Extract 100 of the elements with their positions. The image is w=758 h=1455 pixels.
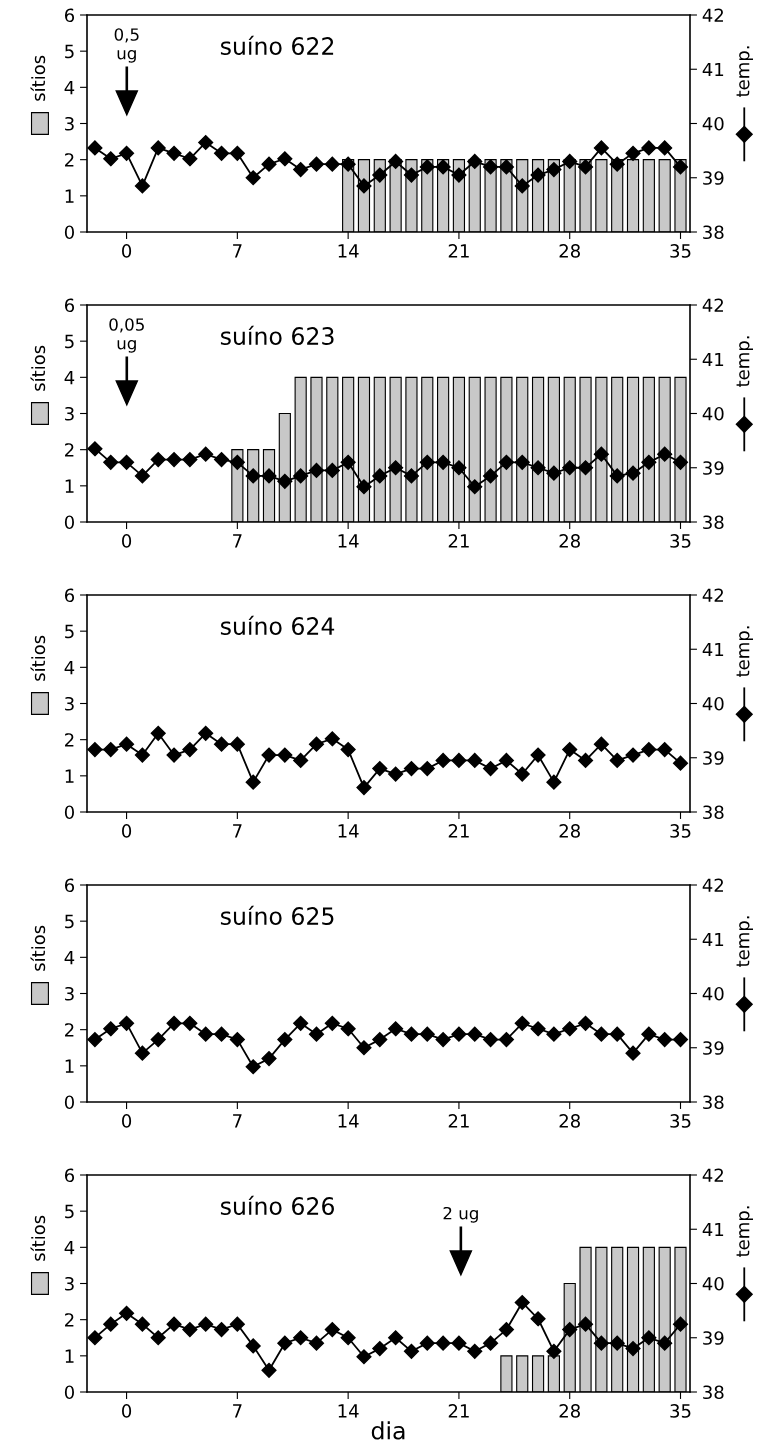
x-tick-label: 0 bbox=[122, 824, 132, 838]
point bbox=[372, 1341, 388, 1357]
point bbox=[577, 1015, 594, 1031]
y2-axis-title: temp. bbox=[736, 1206, 754, 1257]
point bbox=[593, 1335, 609, 1351]
point bbox=[562, 153, 578, 170]
point bbox=[483, 1335, 499, 1351]
point bbox=[562, 742, 578, 758]
y-tick-label: 3 bbox=[65, 406, 74, 421]
point bbox=[166, 452, 182, 468]
point bbox=[514, 454, 530, 470]
point bbox=[277, 151, 293, 167]
x-tick-label: 0 bbox=[122, 244, 132, 258]
y-axis-title: sítios bbox=[30, 55, 46, 101]
point bbox=[672, 1032, 689, 1048]
y-tick-label: 3 bbox=[65, 986, 74, 1001]
y-tick-label: 0 bbox=[64, 515, 74, 530]
point bbox=[87, 1330, 103, 1346]
y-tick-label: 6 bbox=[64, 1168, 75, 1183]
point bbox=[103, 742, 119, 758]
point bbox=[483, 468, 499, 484]
point bbox=[435, 159, 451, 175]
point bbox=[166, 1015, 182, 1031]
x-tick-label: 0 bbox=[122, 534, 132, 548]
point bbox=[324, 156, 340, 172]
point bbox=[245, 774, 261, 790]
point bbox=[134, 1045, 150, 1061]
y-tick-label: 4 bbox=[64, 371, 75, 385]
point bbox=[657, 140, 673, 156]
y2-tick-label: 42 bbox=[702, 1168, 723, 1182]
point bbox=[277, 473, 293, 489]
x-axis-title: dia bbox=[371, 1421, 405, 1440]
point bbox=[419, 1026, 435, 1042]
y2-tick-label: 42 bbox=[702, 588, 723, 602]
point bbox=[87, 140, 103, 156]
x-tick-label: 14 bbox=[338, 824, 359, 838]
point bbox=[324, 731, 340, 747]
y-tick-label: 6 bbox=[64, 588, 75, 603]
point bbox=[356, 1349, 372, 1365]
point bbox=[198, 1316, 214, 1332]
x-tick-label: 7 bbox=[233, 824, 242, 838]
point bbox=[483, 159, 499, 175]
y2-tick-label: 38 bbox=[703, 225, 724, 240]
y2-tick-label: 40 bbox=[702, 986, 724, 1001]
point bbox=[356, 780, 372, 796]
point bbox=[388, 460, 404, 476]
point bbox=[150, 1032, 166, 1048]
y-tick-label: 3 bbox=[65, 1276, 74, 1291]
point bbox=[467, 752, 483, 769]
point bbox=[546, 1026, 562, 1042]
point bbox=[356, 178, 372, 194]
y-tick-label: 6 bbox=[64, 298, 75, 313]
point bbox=[198, 446, 214, 462]
point bbox=[150, 140, 166, 156]
y-tick-label: 1 bbox=[65, 769, 74, 783]
point bbox=[150, 725, 166, 741]
y-tick-label: 4 bbox=[64, 81, 75, 95]
point bbox=[150, 1330, 166, 1346]
point bbox=[118, 454, 135, 470]
point bbox=[182, 1322, 198, 1338]
y-tick-label: 1 bbox=[65, 479, 74, 493]
point bbox=[625, 1045, 641, 1061]
x-tick-label: 35 bbox=[670, 244, 691, 258]
point bbox=[419, 761, 435, 777]
y2-tick-label: 40 bbox=[702, 1276, 724, 1291]
point bbox=[229, 454, 245, 470]
point bbox=[403, 1343, 420, 1359]
point bbox=[435, 1335, 451, 1351]
point bbox=[403, 468, 420, 484]
point bbox=[593, 140, 609, 156]
x-tick-label: 28 bbox=[559, 1404, 580, 1418]
point bbox=[451, 167, 467, 183]
y2-tick-label: 42 bbox=[702, 8, 723, 22]
point bbox=[229, 1032, 245, 1048]
point bbox=[577, 752, 594, 769]
point bbox=[641, 140, 657, 156]
x-tick-label: 0 bbox=[122, 1114, 132, 1128]
point bbox=[672, 159, 689, 175]
y2-tick-label: 38 bbox=[703, 1095, 724, 1110]
point bbox=[308, 1026, 325, 1042]
point bbox=[609, 1335, 625, 1351]
y-axis-title: sítios bbox=[30, 345, 46, 391]
point bbox=[293, 1015, 309, 1031]
point bbox=[514, 1294, 530, 1311]
y-axis-title: sítios bbox=[30, 635, 46, 681]
point bbox=[641, 1026, 657, 1042]
point bbox=[672, 454, 689, 470]
point bbox=[672, 1316, 689, 1332]
point bbox=[213, 1026, 230, 1042]
point bbox=[103, 151, 119, 167]
point bbox=[514, 1015, 530, 1031]
point bbox=[340, 1330, 356, 1346]
point bbox=[229, 736, 245, 752]
y-tick-label: 1 bbox=[65, 189, 74, 203]
point bbox=[213, 1322, 230, 1338]
point bbox=[577, 460, 594, 476]
point bbox=[340, 742, 356, 758]
point bbox=[261, 1362, 277, 1378]
point bbox=[293, 162, 309, 178]
x-tick-label: 21 bbox=[448, 824, 469, 838]
